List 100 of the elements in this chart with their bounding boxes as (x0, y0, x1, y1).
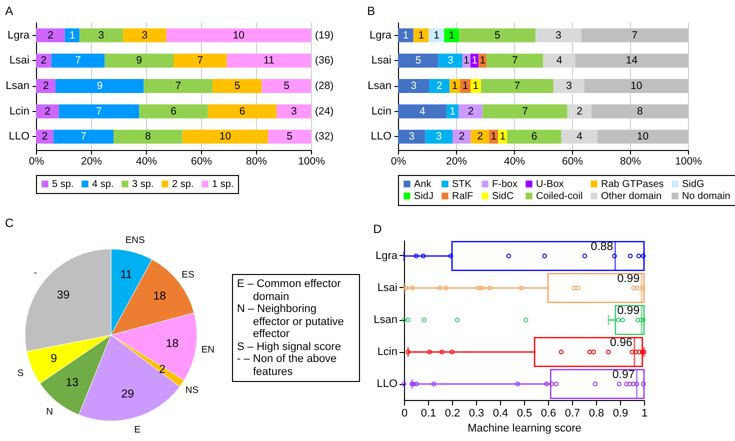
annotation: 4 (419, 105, 426, 118)
bar (51, 54, 105, 68)
annotation: 7 (632, 29, 638, 42)
bar (470, 130, 490, 144)
x-tick-label: 20% (80, 156, 102, 168)
annotation: 6 (239, 105, 246, 118)
bar (122, 28, 166, 42)
bar (144, 79, 213, 93)
bar (212, 79, 262, 93)
x-tick-label: 0.3 (468, 408, 484, 420)
y-tick-label: Lgra (369, 29, 392, 42)
annotation: 1 (480, 54, 486, 67)
bar (591, 104, 688, 118)
annotation: 9 (136, 54, 142, 67)
annotation: 4 (556, 54, 562, 67)
slice-label: E (134, 424, 140, 436)
bar (276, 104, 311, 118)
annotation: (36) (315, 54, 334, 67)
annotation: (19) (315, 29, 334, 42)
legend-label: 1 sp. (212, 179, 234, 190)
x-tick-label: 0% (28, 156, 44, 168)
annotation: 6 (170, 105, 177, 118)
bar (36, 54, 52, 68)
data-label: 39 (56, 290, 70, 302)
annotation: 3 (566, 80, 572, 92)
annotation: 0.96 (610, 337, 632, 350)
bar (174, 54, 227, 68)
bar (444, 28, 460, 42)
y-tick-label: LLO (376, 378, 398, 390)
y-tick-label: Lsai (371, 54, 392, 67)
annotation: 3 (408, 130, 415, 143)
annotation: 1 (472, 54, 478, 67)
annotation: 11 (263, 54, 275, 67)
annotation: 7 (514, 80, 520, 92)
data-label: 18 (153, 290, 166, 303)
legend-label: Ank (414, 179, 432, 190)
annotation: 7 (96, 105, 102, 118)
legend-label: SidG (682, 179, 704, 190)
slice-label: ES (182, 269, 194, 280)
annotation: 4 (576, 130, 583, 143)
annotation: 10 (219, 130, 232, 143)
legend-label: RalF (452, 191, 474, 202)
bar (36, 104, 59, 118)
bar (64, 28, 80, 42)
legend-label: 3 sp. (132, 179, 154, 190)
annotation: 1 (462, 80, 468, 92)
bar (438, 54, 462, 68)
annotation: 1 (490, 130, 497, 143)
legend-label: 5 sp. (52, 179, 74, 190)
y-tick-label: Lcin (377, 346, 398, 358)
bar (53, 130, 114, 144)
x-tick-label: 60% (562, 156, 584, 168)
bar (507, 130, 562, 144)
legend-label: 2 sp. (172, 179, 194, 190)
annotation: 7 (512, 54, 518, 67)
annotation: 6 (531, 130, 538, 143)
text: E – Common effector domain (237, 278, 342, 303)
bar (398, 54, 438, 68)
text: N – Neighboring effector or putative effector (237, 303, 345, 340)
bar (398, 130, 426, 144)
bar (575, 54, 688, 68)
x-tick-label: 20% (446, 156, 468, 168)
chart-title: B (367, 4, 376, 18)
x-axis-title: Machine learning score (468, 422, 582, 434)
annotation: (32) (315, 130, 334, 143)
annotation: 2 (576, 105, 583, 118)
bar (425, 130, 453, 144)
y-tick-label: LLO (8, 130, 30, 143)
annotation: 2 (44, 105, 51, 118)
bar (482, 104, 568, 118)
y-tick-label: Lsan (6, 80, 30, 92)
annotation: 1 (448, 29, 455, 42)
x-tick-label: 80% (620, 156, 642, 168)
data-label: 29 (121, 388, 134, 401)
annotation: 1 (472, 80, 479, 92)
slice-label: NS (185, 385, 199, 396)
x-tick-label: 0.1 (420, 408, 436, 420)
bar (104, 54, 174, 68)
slice-label: N (46, 406, 54, 418)
annotation: 9 (96, 80, 103, 92)
annotation: 1 (434, 29, 440, 42)
bar (452, 130, 471, 144)
slice-label: S (17, 368, 24, 379)
annotation: 0.88 (590, 241, 614, 254)
x-tick-label: 0.4 (492, 408, 508, 420)
y-tick-label: Lgra (7, 29, 30, 42)
annotation: 14 (626, 54, 638, 67)
annotation: 2 (468, 105, 474, 118)
bar (79, 28, 123, 42)
bar (36, 28, 65, 42)
y-tick-label: Lgra (375, 250, 398, 262)
annotation: 1 (402, 29, 409, 42)
x-tick-label: 0.2 (444, 408, 460, 420)
annotation: 1 (452, 80, 458, 92)
annotation: 3 (142, 29, 148, 42)
x-tick-label: 0.6 (540, 408, 556, 420)
annotation: (24) (315, 105, 334, 118)
bar (413, 28, 429, 42)
annotation: 3 (98, 29, 104, 42)
x-tick-label: 40% (504, 156, 526, 168)
